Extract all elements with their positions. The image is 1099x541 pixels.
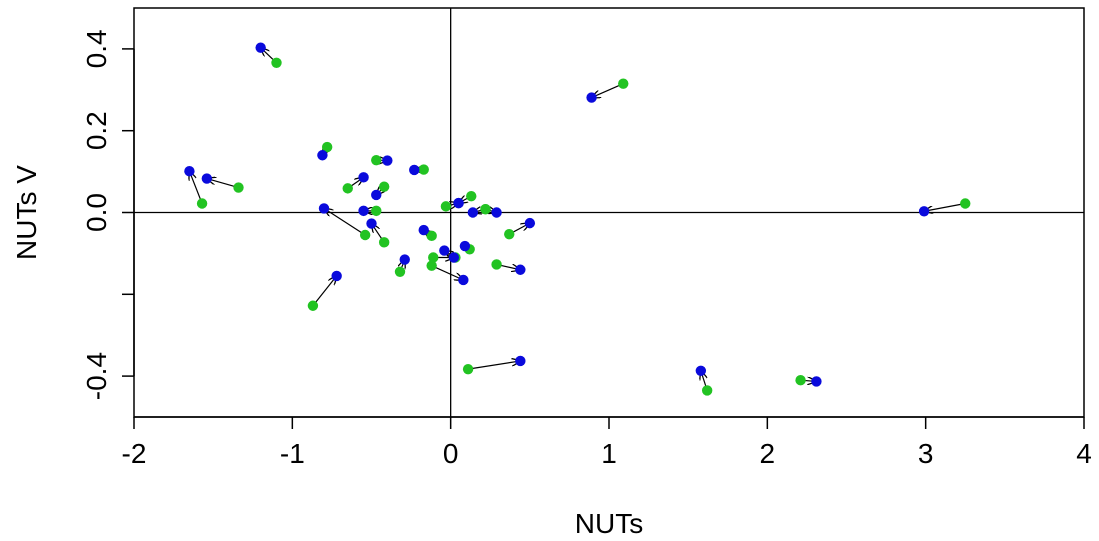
arrow bbox=[924, 202, 966, 212]
points-layer bbox=[184, 42, 971, 396]
start-point bbox=[426, 230, 437, 242]
start-point bbox=[440, 201, 452, 212]
y-axis: 0.4 0.2 0.0 -0.4 bbox=[81, 29, 135, 400]
end-point bbox=[201, 173, 213, 184]
start-point bbox=[378, 237, 390, 248]
arrow bbox=[467, 361, 520, 370]
start-point bbox=[342, 183, 353, 194]
end-point bbox=[448, 252, 460, 263]
x-tick-label: 0 bbox=[443, 438, 459, 469]
end-point bbox=[358, 205, 369, 217]
start-point bbox=[504, 228, 515, 240]
start-point bbox=[394, 266, 406, 278]
start-point bbox=[466, 190, 477, 202]
end-point bbox=[515, 355, 526, 367]
end-point bbox=[453, 197, 464, 209]
end-point bbox=[467, 207, 479, 218]
arrow bbox=[207, 179, 239, 189]
start-point bbox=[359, 229, 371, 241]
end-point bbox=[331, 270, 342, 282]
arrow bbox=[312, 276, 337, 307]
end-point bbox=[358, 172, 369, 183]
x-axis: -2 -1 0 1 2 3 4 bbox=[122, 416, 1092, 469]
start-point bbox=[271, 57, 282, 69]
end-point bbox=[918, 206, 930, 217]
start-point bbox=[428, 252, 439, 263]
start-point bbox=[618, 78, 629, 89]
arrow bbox=[431, 265, 464, 280]
end-point bbox=[418, 224, 429, 236]
x-tick-label: 4 bbox=[1076, 438, 1092, 469]
arrows-layer bbox=[189, 48, 966, 391]
y-axis-label: NUTs V bbox=[11, 165, 42, 260]
start-point bbox=[196, 198, 208, 209]
arrow bbox=[189, 171, 203, 204]
start-point bbox=[233, 182, 244, 193]
end-point bbox=[491, 207, 502, 218]
start-point bbox=[701, 385, 713, 396]
arrow bbox=[592, 83, 624, 98]
start-point bbox=[371, 154, 382, 166]
end-point bbox=[399, 254, 410, 265]
start-point bbox=[307, 300, 319, 311]
start-point bbox=[321, 141, 333, 153]
reference-lines bbox=[134, 8, 1084, 417]
start-point bbox=[371, 205, 382, 217]
end-point bbox=[586, 92, 597, 103]
end-point bbox=[458, 274, 469, 286]
x-tick-label: 3 bbox=[918, 438, 934, 469]
end-point bbox=[382, 155, 393, 166]
start-point bbox=[426, 260, 437, 271]
y-tick-label: 0.0 bbox=[81, 193, 112, 232]
start-point bbox=[480, 204, 491, 215]
start-point bbox=[462, 363, 474, 375]
end-point bbox=[459, 240, 471, 252]
start-point bbox=[795, 374, 806, 386]
start-point bbox=[491, 259, 502, 270]
y-tick-label: -0.4 bbox=[81, 352, 112, 400]
x-tick-label: -1 bbox=[280, 438, 305, 469]
end-point bbox=[439, 245, 450, 256]
arrow bbox=[324, 208, 366, 236]
end-point bbox=[515, 264, 526, 275]
end-point bbox=[366, 218, 377, 229]
start-point bbox=[378, 181, 390, 192]
start-point bbox=[960, 198, 971, 209]
end-point bbox=[317, 150, 328, 161]
end-point bbox=[371, 189, 382, 201]
y-tick-label: 0.4 bbox=[81, 29, 112, 68]
end-point bbox=[409, 164, 420, 176]
end-point bbox=[524, 217, 536, 229]
x-tick-label: 1 bbox=[601, 438, 617, 469]
end-point bbox=[184, 165, 195, 177]
x-tick-label: 2 bbox=[760, 438, 776, 469]
end-point bbox=[255, 42, 266, 53]
x-axis-label: NUTs bbox=[575, 508, 643, 539]
end-point bbox=[695, 365, 707, 376]
end-point bbox=[811, 376, 822, 387]
x-tick-label: -2 bbox=[122, 438, 147, 469]
y-tick-label: 0.2 bbox=[81, 111, 112, 150]
end-point bbox=[318, 203, 330, 214]
start-point bbox=[418, 164, 429, 175]
